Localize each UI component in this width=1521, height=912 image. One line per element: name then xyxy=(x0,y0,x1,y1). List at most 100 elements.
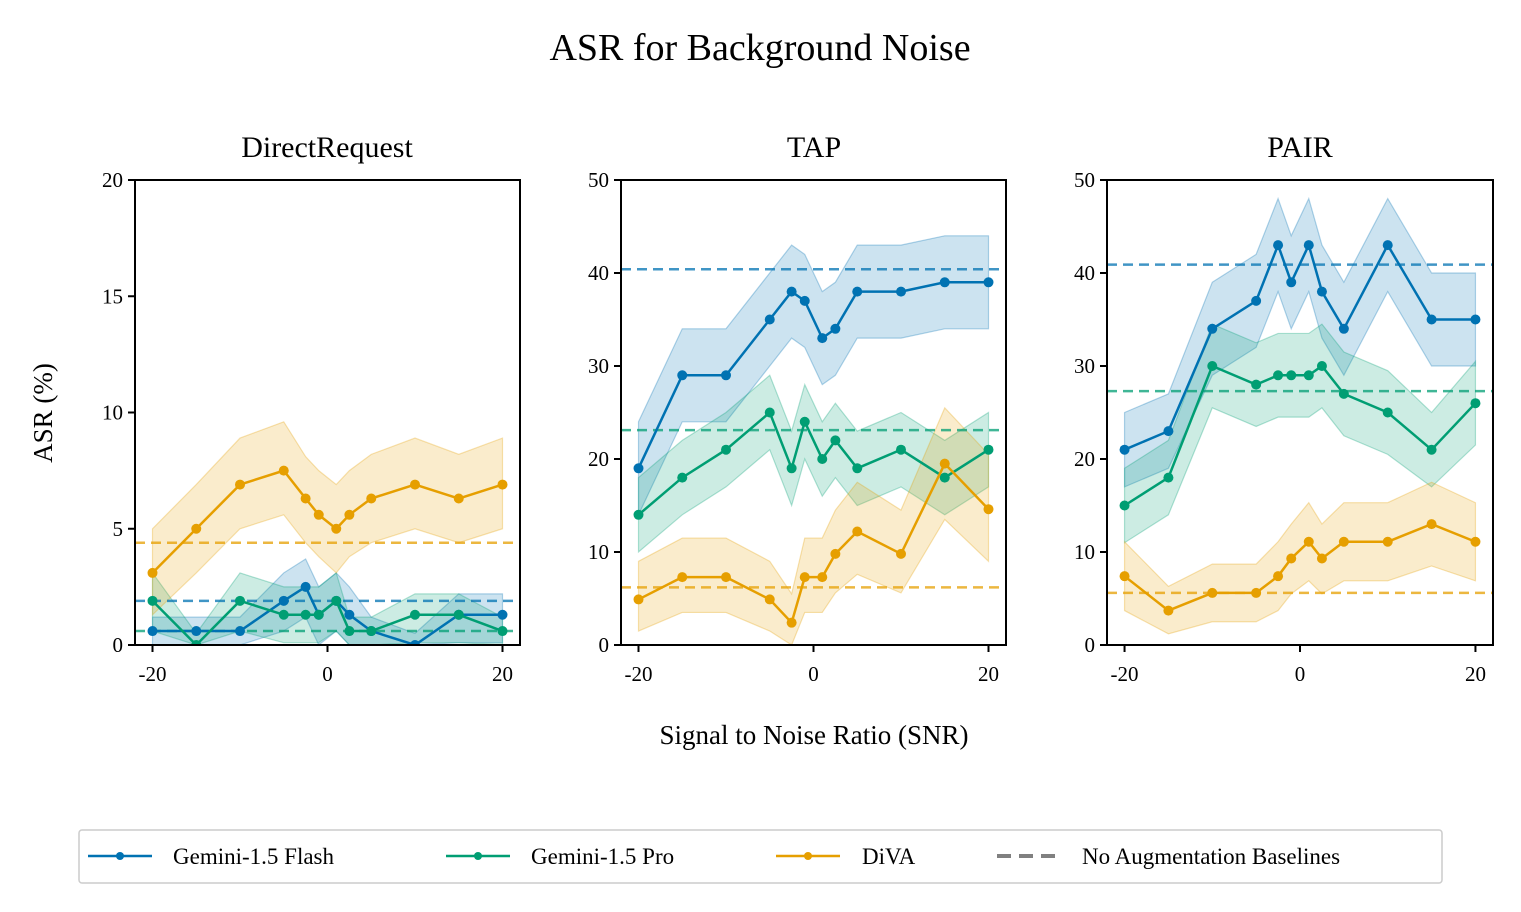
legend-label-pro: Gemini-1.5 Pro xyxy=(531,844,674,869)
confidence-band-pro xyxy=(637,374,990,554)
data-point-pro xyxy=(939,472,950,483)
data-point-flash xyxy=(830,323,841,334)
data-point-diva xyxy=(1286,553,1297,564)
data-point-flash xyxy=(852,286,863,297)
data-point-pro xyxy=(1163,472,1174,483)
series-line-pro xyxy=(637,410,990,516)
x-tick-label: 20 xyxy=(978,662,999,686)
y-tick-label: 10 xyxy=(1074,540,1095,564)
data-point-diva xyxy=(497,479,508,490)
legend-frame xyxy=(78,829,1443,884)
data-point-flash xyxy=(1273,240,1284,251)
x-tick-label: -20 xyxy=(625,662,653,686)
panel-title: DirectRequest xyxy=(241,131,413,164)
data-point-pro xyxy=(278,609,289,620)
data-point-flash xyxy=(983,277,994,288)
data-point-diva xyxy=(1338,536,1349,547)
data-point-diva xyxy=(1119,571,1130,582)
panel-directrequest: DirectRequest 0 5 10 15 20 -20 0 20 xyxy=(102,131,521,686)
data-point-flash xyxy=(278,595,289,606)
data-point-flash xyxy=(633,463,644,474)
y-tick-label: 30 xyxy=(1074,354,1095,378)
data-point-diva xyxy=(313,509,324,520)
data-point-pro xyxy=(677,472,688,483)
legend-marker-flash xyxy=(116,852,124,860)
y-tick-label: 40 xyxy=(588,261,609,285)
data-point-diva xyxy=(817,572,828,583)
data-point-pro xyxy=(453,609,464,620)
data-point-flash xyxy=(300,581,311,592)
data-point-flash xyxy=(1470,314,1481,325)
plot-area xyxy=(1107,196,1493,635)
data-point-diva xyxy=(764,594,775,605)
legend: Gemini-1.5 Flash Gemini-1.5 Pro DiVA No … xyxy=(78,829,1443,884)
confidence-band-pro xyxy=(1123,323,1477,544)
legend-label-baseline: No Augmentation Baselines xyxy=(1082,844,1340,869)
y-tick-label: 0 xyxy=(113,633,124,657)
data-point-pro xyxy=(852,463,863,474)
series-line-flash xyxy=(637,281,989,469)
legend-label-flash: Gemini-1.5 Flash xyxy=(173,844,334,869)
panel-tap: TAP Signal to Noise Ratio (SNR) 0 10 20 30 4… xyxy=(588,131,1007,750)
data-point-pro xyxy=(1251,379,1262,390)
data-point-pro xyxy=(1207,361,1218,371)
data-point-pro xyxy=(896,444,906,455)
data-point-pro xyxy=(1273,370,1284,381)
data-point-pro xyxy=(344,626,355,637)
data-point-diva xyxy=(721,572,731,583)
y-tick-label: 15 xyxy=(102,284,123,308)
data-point-flash xyxy=(1426,314,1437,325)
data-point-pro xyxy=(1338,388,1349,399)
data-point-diva xyxy=(147,567,158,578)
confidence-band-diva xyxy=(1123,481,1477,635)
data-point-pro xyxy=(830,435,841,446)
data-point-pro xyxy=(786,463,797,474)
y-tick-label: 20 xyxy=(102,168,123,192)
data-point-diva xyxy=(1426,519,1437,530)
panel-title: TAP xyxy=(787,131,841,164)
y-tick-label: 50 xyxy=(588,168,609,192)
data-point-diva xyxy=(852,526,863,537)
panel-pair: PAIR 0 10 20 30 40 50 -20 0 20 xyxy=(1074,131,1494,686)
data-point-diva xyxy=(366,493,377,504)
data-point-flash xyxy=(410,640,420,645)
data-point-flash xyxy=(896,286,906,297)
x-tick-label: -20 xyxy=(1111,662,1139,686)
data-point-pro xyxy=(633,509,644,520)
data-point-flash xyxy=(191,626,202,637)
data-point-diva xyxy=(1163,605,1174,616)
series-line-diva xyxy=(151,469,503,574)
x-tick-label: -20 xyxy=(139,662,167,686)
x-tick-label: 0 xyxy=(1295,662,1306,686)
x-tick-label: 0 xyxy=(808,662,819,686)
confidence-band-flash xyxy=(637,235,990,516)
y-tick-label: 0 xyxy=(599,633,610,657)
data-point-pro xyxy=(1382,407,1393,418)
data-point-flash xyxy=(1316,286,1327,297)
data-point-flash xyxy=(1119,444,1130,455)
data-point-flash xyxy=(497,609,508,620)
data-point-diva xyxy=(453,493,464,504)
data-point-flash xyxy=(1251,295,1262,306)
y-tick-label: 20 xyxy=(1074,447,1095,471)
data-point-diva xyxy=(235,479,245,490)
data-point-pro xyxy=(191,640,202,645)
data-point-pro xyxy=(983,444,994,455)
data-point-diva xyxy=(939,458,950,469)
data-point-pro xyxy=(1119,500,1130,511)
y-tick-label: 50 xyxy=(1074,168,1095,192)
data-point-pro xyxy=(817,454,828,464)
data-point-pro xyxy=(235,595,245,606)
data-point-pro xyxy=(764,407,775,418)
confidence-band-diva xyxy=(637,406,990,645)
data-point-diva xyxy=(191,523,202,534)
data-point-flash xyxy=(817,333,828,344)
data-point-pro xyxy=(799,416,810,427)
data-point-diva xyxy=(786,617,797,628)
data-point-pro xyxy=(300,609,311,620)
data-point-diva xyxy=(331,523,342,534)
panel-title: PAIR xyxy=(1267,131,1333,164)
data-point-pro xyxy=(1316,361,1327,371)
data-point-flash xyxy=(939,277,950,288)
